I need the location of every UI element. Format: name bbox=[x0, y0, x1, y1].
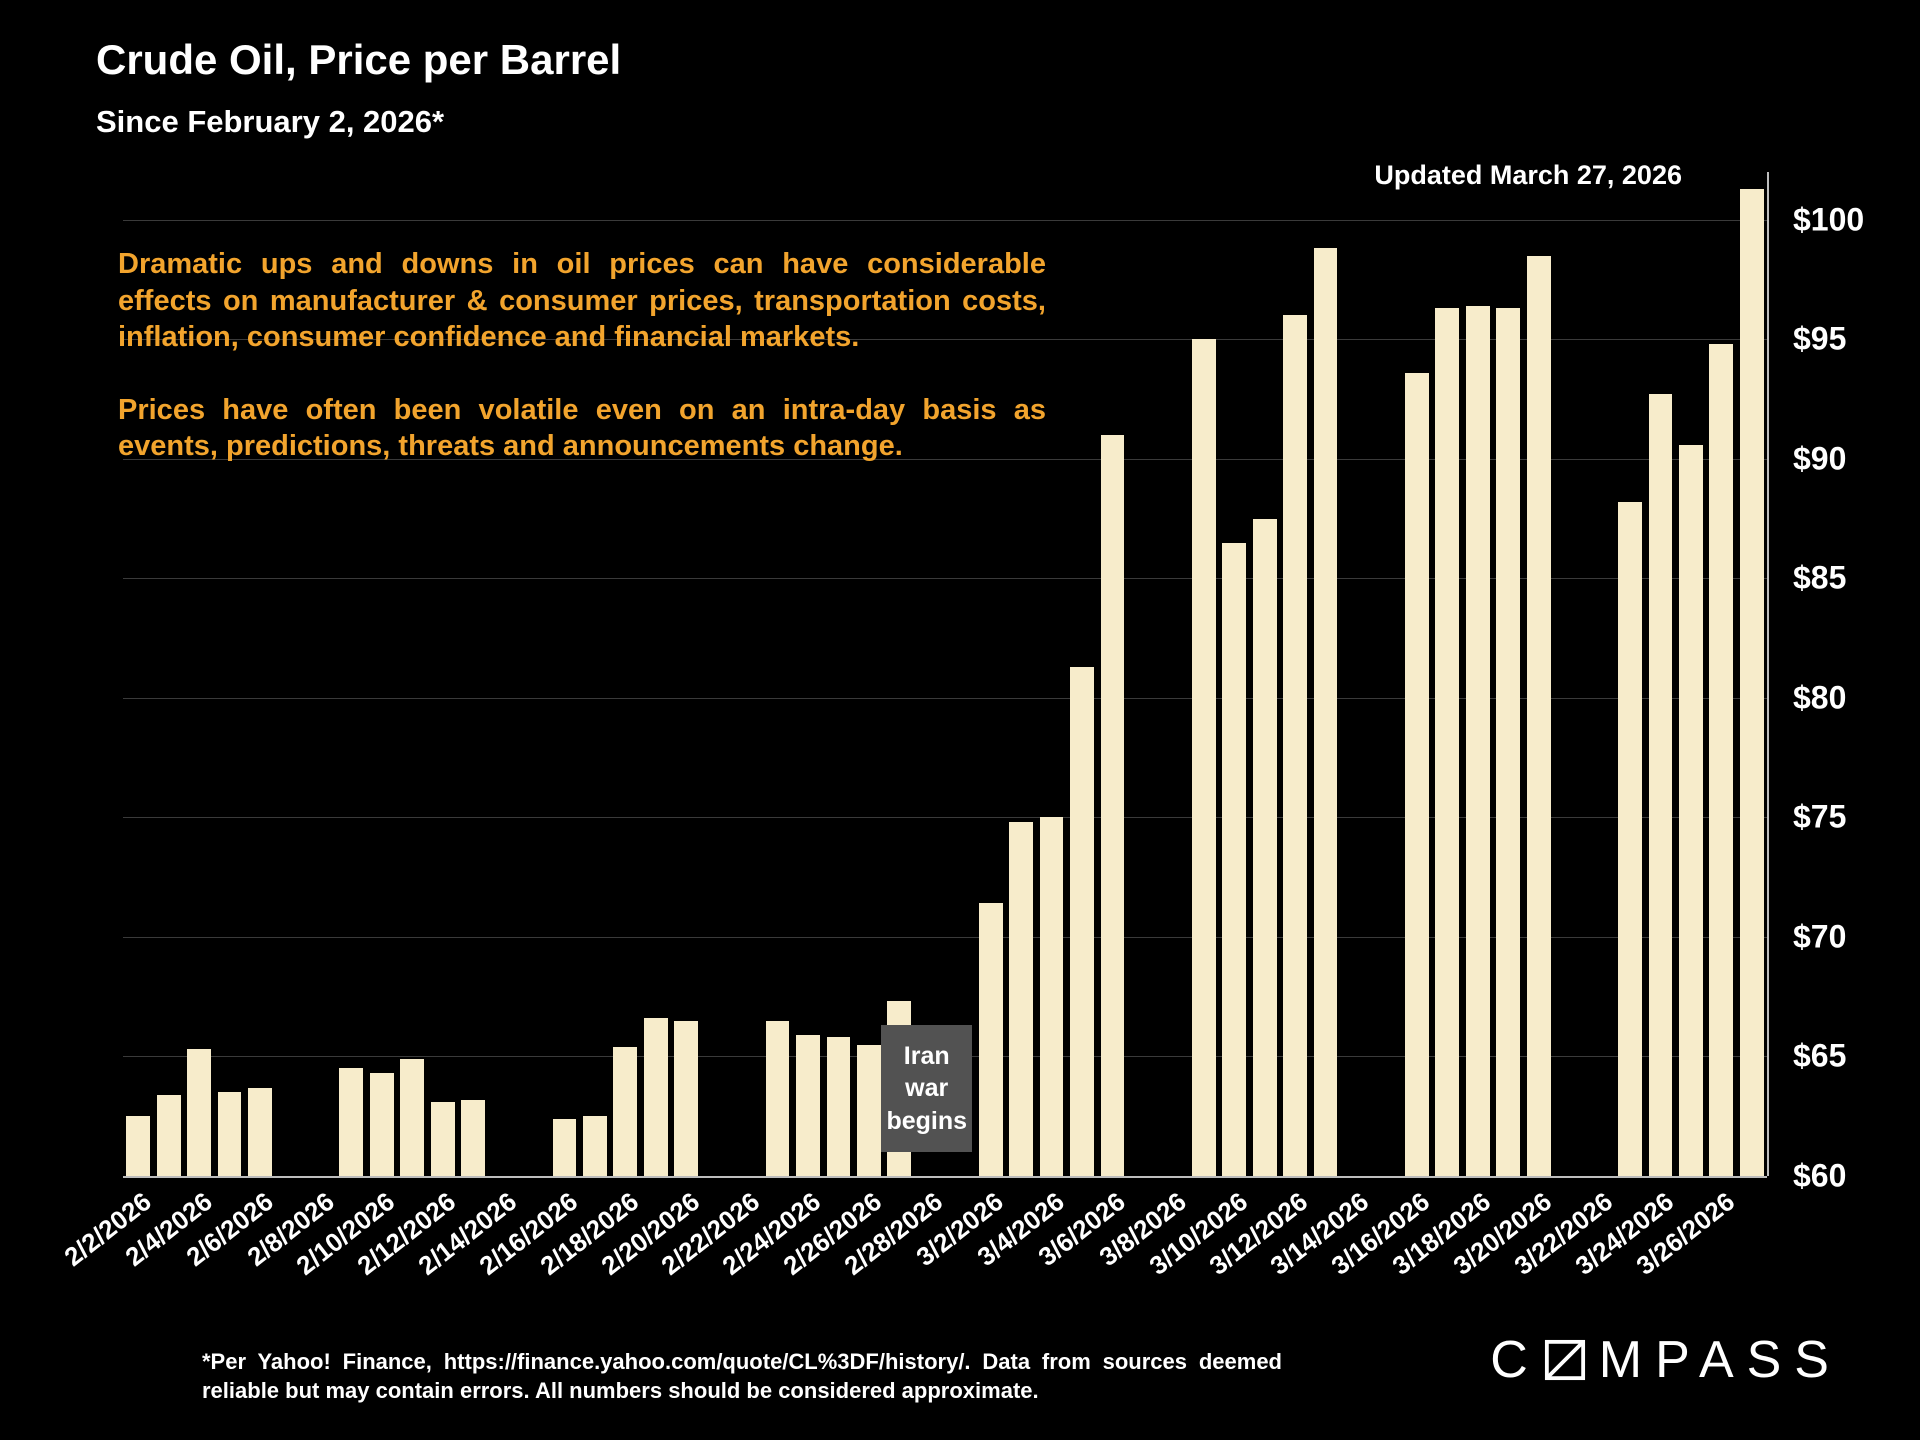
bar bbox=[126, 1116, 151, 1176]
bar bbox=[1009, 822, 1033, 1176]
bar bbox=[217, 1092, 242, 1176]
x-axis-line bbox=[123, 1176, 1767, 1178]
bar bbox=[1070, 666, 1094, 1176]
bar bbox=[187, 1049, 211, 1176]
bar bbox=[1739, 188, 1764, 1176]
compass-logo: C MPASS bbox=[1490, 1330, 1842, 1390]
bar bbox=[248, 1087, 272, 1176]
updated-label: Updated March 27, 2026 bbox=[1374, 160, 1682, 190]
y-axis-tick-label: $90 bbox=[1793, 440, 1847, 477]
page-subtitle: Since February 2, 2026* bbox=[96, 104, 445, 139]
bar bbox=[1618, 501, 1642, 1176]
gridline bbox=[123, 697, 1767, 699]
bar bbox=[369, 1073, 394, 1176]
logo-text-post: MPASS bbox=[1598, 1331, 1842, 1389]
bar bbox=[613, 1046, 638, 1176]
bar bbox=[552, 1118, 577, 1176]
gridline bbox=[123, 458, 1767, 460]
bar bbox=[857, 1044, 881, 1176]
logo-text-pre: C bbox=[1490, 1331, 1541, 1389]
y-axis-tick-label: $95 bbox=[1793, 320, 1847, 357]
bar bbox=[461, 1099, 485, 1176]
y-axis-tick-label: $60 bbox=[1793, 1157, 1847, 1194]
bar bbox=[1435, 308, 1460, 1176]
bar bbox=[1222, 542, 1247, 1176]
y-axis-tick-label: $85 bbox=[1793, 559, 1847, 596]
bar bbox=[826, 1037, 851, 1176]
bar bbox=[339, 1068, 364, 1176]
annotation-line: war bbox=[905, 1074, 949, 1103]
commentary-block: Dramatic ups and downs in oil prices can… bbox=[118, 246, 1046, 501]
bar bbox=[674, 1020, 699, 1176]
bar bbox=[400, 1058, 425, 1176]
bar bbox=[1709, 344, 1734, 1176]
gridline bbox=[123, 936, 1767, 938]
bar bbox=[1679, 444, 1703, 1176]
page-title: Crude Oil, Price per Barrel bbox=[96, 36, 622, 83]
bar bbox=[978, 903, 1003, 1176]
source-footnote: *Per Yahoo! Finance, https://finance.yah… bbox=[202, 1349, 1282, 1403]
bar bbox=[156, 1094, 181, 1176]
commentary-paragraph-2: Prices have often been volatile even on … bbox=[118, 393, 1046, 463]
bar bbox=[1465, 305, 1490, 1176]
y-axis-tick-label: $75 bbox=[1793, 798, 1847, 835]
bar bbox=[1405, 372, 1429, 1176]
bar bbox=[1283, 315, 1307, 1176]
gridline bbox=[123, 219, 1767, 221]
bar bbox=[430, 1101, 455, 1176]
y-axis-tick-label: $80 bbox=[1793, 679, 1847, 716]
bar bbox=[1039, 817, 1064, 1176]
bar bbox=[583, 1116, 607, 1176]
gridline bbox=[123, 339, 1767, 341]
y-axis-line bbox=[1767, 172, 1769, 1176]
y-axis-tick-label: $70 bbox=[1793, 918, 1847, 955]
bar bbox=[1496, 308, 1521, 1176]
y-axis-tick-label: $65 bbox=[1793, 1037, 1847, 1074]
bar bbox=[1100, 434, 1125, 1176]
commentary-paragraph-1: Dramatic ups and downs in oil prices can… bbox=[118, 248, 1046, 354]
bar bbox=[1526, 255, 1551, 1176]
bar bbox=[1191, 339, 1216, 1176]
annotation-line: Iran bbox=[903, 1041, 950, 1070]
compass-o-icon bbox=[1544, 1339, 1586, 1381]
annotation-line: begins bbox=[886, 1106, 968, 1135]
bar bbox=[796, 1034, 820, 1176]
bar bbox=[643, 1018, 668, 1176]
bar bbox=[1313, 248, 1338, 1176]
gridline bbox=[123, 817, 1767, 819]
gridline bbox=[123, 578, 1767, 580]
annotation-iran-war-begins: Iran war begins bbox=[881, 1025, 973, 1153]
bar bbox=[1648, 394, 1673, 1176]
bar bbox=[1252, 518, 1277, 1176]
y-axis-tick-label: $100 bbox=[1793, 201, 1865, 238]
bar bbox=[765, 1020, 790, 1176]
